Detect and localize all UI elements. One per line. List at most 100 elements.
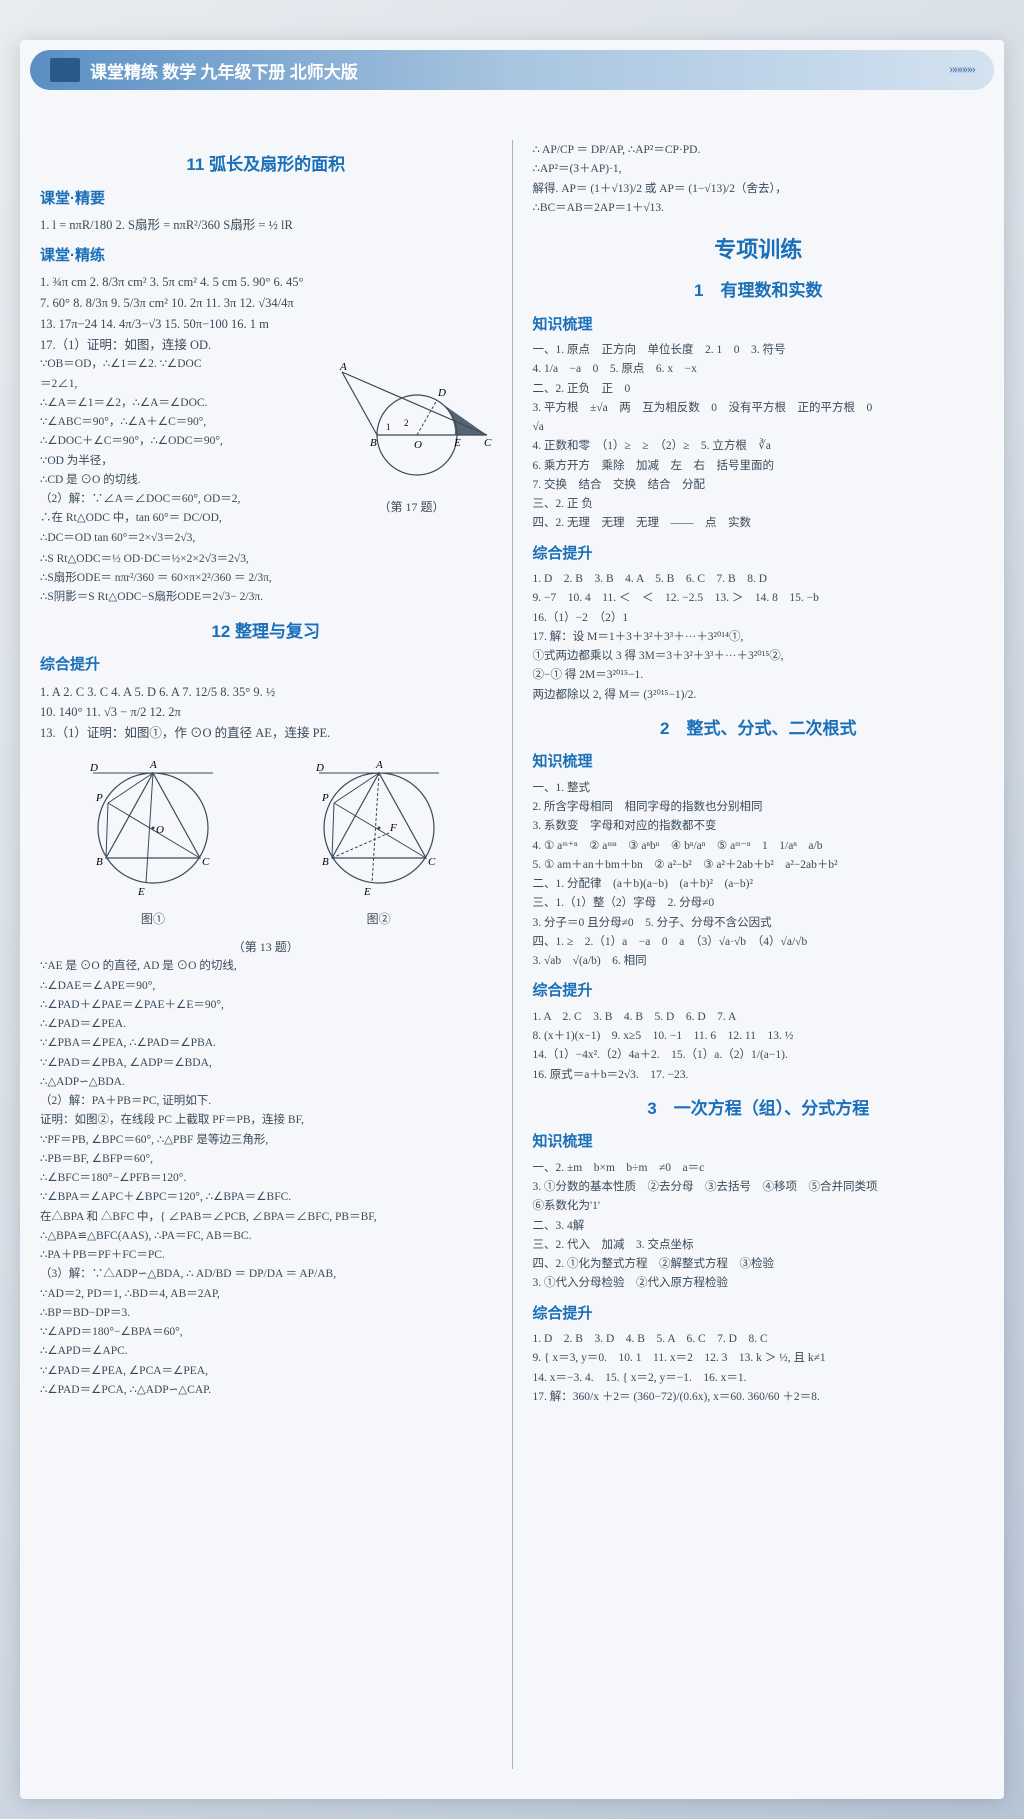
svg-text:B: B (96, 856, 103, 868)
sub-tisheng2: 综合提升 (533, 980, 985, 1003)
answer-line: 9. { x＝3, y＝0. 10. 1 11. x＝2 12. 3 13. k… (533, 1350, 985, 1367)
text-line: ⑥系数化为'1' (533, 1198, 985, 1215)
svg-text:D: D (437, 387, 446, 399)
text-line: √a (533, 419, 985, 436)
answer-line: 1. ¾π cm 2. 8/3π cm² 3. 5π cm² 4. 5 cm 5… (40, 273, 492, 292)
sub-shuli1: 知识梳理 (533, 314, 985, 337)
text-line: 三、2. 代入 加减 3. 交点坐标 (533, 1237, 985, 1254)
svg-text:A: A (339, 361, 347, 373)
answer-line: 1. D 2. B 3. D 4. B 5. A 6. C 7. D 8. C (533, 1331, 985, 1348)
proof-line: 在△BPA 和 △BFC 中，{ ∠PAB＝∠PCB, ∠BPA＝∠BFC, P… (40, 1209, 492, 1226)
proof-line: （3）解：∵△ADP∽△BDA, ∴ AD/BD ＝ DP/DA ＝ AP/AB… (40, 1266, 492, 1283)
text-line: 四、2. ①化为整式方程 ②解整式方程 ③检验 (533, 1256, 985, 1273)
proof-line: ∴BP＝BD−DP＝3. (40, 1305, 492, 1322)
sub-tisheng1: 综合提升 (533, 543, 985, 566)
proof-line: ∵∠APD＝180°−∠BPA＝60°, (40, 1324, 492, 1341)
sub-shuli2: 知识梳理 (533, 751, 985, 774)
zhuanxiang-title: 专项训练 (533, 233, 985, 266)
text-line: 7. 交换 结合 交换 结合 分配 (533, 477, 985, 494)
left-column: 11 弧长及扇形的面积 课堂·精要 1. l = nπR/180 2. S扇形 … (40, 70, 492, 1769)
text-line: 一、1. 原点 正方向 单位长度 2. 1 0 3. 符号 (533, 342, 985, 359)
answer-line: 14. x＝−3. 4. 15. { x＝2, y＝−1. 16. x＝1. (533, 1370, 985, 1387)
svg-text:F: F (389, 822, 397, 834)
svg-text:O: O (414, 439, 422, 451)
svg-text:E: E (137, 886, 145, 898)
topic1-title: 1 有理数和实数 (533, 278, 985, 304)
proof-line: ∴∠PAD＝∠PCA, ∴△ADP∽△CAP. (40, 1382, 492, 1399)
right-column: ∴ AP/CP ＝ DP/AP, ∴AP²＝CP·PD. ∴AP²＝(3＋AP)… (533, 70, 985, 1769)
text-line: 一、1. 整式 (533, 780, 985, 797)
answer-line: 1. A 2. C 3. C 4. A 5. D 6. A 7. 12/5 8.… (40, 683, 492, 702)
proof-line: ∵PF＝PB, ∠BPC＝60°, ∴△PBF 是等边三角形, (40, 1132, 492, 1149)
svg-text:A: A (375, 759, 383, 771)
answer-line: 1. D 2. B 3. B 4. A 5. B 6. C 7. B 8. D (533, 571, 985, 588)
column-divider (512, 140, 513, 1769)
answer-line: 14.（1）−4x².（2）4a＋2. 15.（1）a.（2）1/(a−1). (533, 1047, 985, 1064)
proof-line: ∴∠PAD＝∠PEA. (40, 1016, 492, 1033)
text-line: 3. 平方根 ±√a 两 互为相反数 0 没有平方根 正的平方根 0 (533, 400, 985, 417)
answer-line: ②−① 得 2M＝3²⁰¹⁵−1. (533, 667, 985, 684)
cont-line: ∴AP²＝(3＋AP)·1, (533, 161, 985, 178)
answer-line: 1. A 2. C 3. B 4. B 5. D 6. D 7. A (533, 1009, 985, 1026)
proof-line: ∴DC＝OD tan 60°＝2×√3＝2√3, (40, 530, 492, 547)
answer-line: 7. 60° 8. 8/3π 9. 5/3π cm² 10. 2π 11. 3π… (40, 294, 492, 313)
svg-text:2: 2 (404, 418, 409, 428)
svg-text:A: A (149, 759, 157, 771)
text-line: 二、1. 分配律 (a＋b)(a−b) (a＋b)² (a−b)² (533, 876, 985, 893)
answer-line: 16.（1）−2 （2）1 (533, 610, 985, 627)
fig-mid-caption: （第 13 题） (40, 938, 492, 956)
proof-line: ∵∠PAD＝∠PEA, ∠PCA＝∠PEA, (40, 1363, 492, 1380)
proof-line: ∴∠APD＝∠APC. (40, 1343, 492, 1360)
text-line: 3. ①分数的基本性质 ②去分母 ③去括号 ④移项 ⑤合并同类项 (533, 1179, 985, 1196)
sub-jingyao: 课堂·精要 (40, 188, 492, 211)
text-line: 6. 乘方开方 乘除 加减 左 右 括号里面的 (533, 458, 985, 475)
svg-text:C: C (202, 856, 210, 868)
sub-shuli3: 知识梳理 (533, 1131, 985, 1154)
answer-line: 两边都除以 2, 得 M＝ (3²⁰¹⁵−1)/2. (533, 687, 985, 704)
proof-line: ∵∠BPA＝∠APC＋∠BPC＝120°, ∴∠BPA＝∠BFC. (40, 1189, 492, 1206)
text-line: 4. 正数和零 （1）≥ ≥ （2）≥ 5. 立方根 ∛a (533, 438, 985, 455)
section-12-title: 12 整理与复习 (40, 619, 492, 645)
proof-line: ∴PA＋PB＝PF＋FC＝PC. (40, 1247, 492, 1264)
svg-text:D: D (89, 762, 98, 774)
text-line: 三、1.（1）整（2）字母 2. 分母≠0 (533, 895, 985, 912)
text-line: 3. 分子＝0 且分母≠0 5. 分子、分母不含公因式 (533, 915, 985, 932)
proof-line: ∴△ADP∽△BDA. (40, 1074, 492, 1091)
header-title: 课堂精练 数学 九年级下册 北师大版 (90, 58, 358, 83)
answer-line: 17. 解：设 M＝1＋3＋3²＋3³＋···＋3²⁰¹⁴①, (533, 629, 985, 646)
answer-line: 16. 原式＝a＋b＝2√3. 17. −23. (533, 1067, 985, 1084)
svg-text:B: B (322, 856, 329, 868)
svg-text:E: E (453, 437, 461, 449)
q17-header: 17.（1）证明：如图，连接 OD. (40, 336, 492, 355)
answer-line: 13. 17π−24 14. 4π/3−√3 15. 50π−100 16. 1… (40, 315, 492, 334)
proof-line: ∴∠PAD＋∠PAE＝∠PAE＋∠E＝90°, (40, 997, 492, 1014)
q13-header: 13.（1）证明：如图①，作 ⊙O 的直径 AE，连接 PE. (40, 724, 492, 743)
chevron-decoration: »»»»» (949, 62, 974, 78)
proof-line: ∵AE 是 ⊙O 的直径, AD 是 ⊙O 的切线, (40, 958, 492, 975)
sub-tisheng3: 综合提升 (533, 1303, 985, 1326)
fig2-caption: 图② (304, 910, 454, 928)
text-line: 4. 1/a −a 0 5. 原点 6. x −x (533, 361, 985, 378)
proof-line: ∴S扇形ODE＝ nπr²/360 ＝ 60×π×2²/360 ＝ 2/3π, (40, 570, 492, 587)
cont-line: ∴BC＝AB＝2AP＝1＋√13. (533, 200, 985, 217)
proof-line: ∴S阴影＝S Rt△ODC−S扇形ODE＝2√3− 2/3π. (40, 589, 492, 606)
proof-line: ∴△BPA≌△BFC(AAS), ∴PA＝FC, AB＝BC. (40, 1228, 492, 1245)
answer-line: 8. (x＋1)(x−1) 9. x≥5 10. −1 11. 6 12. 11… (533, 1028, 985, 1045)
proof-line: ∴PB＝BF, ∠BFP＝60°, (40, 1151, 492, 1168)
text-line: 四、1. ≥ 2.（1）a −a 0 a （3）√a·√b （4）√a/√b (533, 934, 985, 951)
proof-line: （2）解：PA＋PB＝PC, 证明如下. (40, 1093, 492, 1110)
svg-text:C: C (484, 437, 492, 449)
svg-text:P: P (95, 792, 103, 804)
book-icon (50, 58, 80, 82)
text-line: 4. ① aᵐ⁺ⁿ ② aᵐⁿ ③ aⁿbⁿ ④ bⁿ/aⁿ ⑤ aᵐ⁻ⁿ 1 … (533, 838, 985, 855)
text-line: 2. 所含字母相同 相同字母的指数也分别相同 (533, 799, 985, 816)
proof-line: ∴S Rt△ODC＝½ OD·DC＝½×2×2√3＝2√3, (40, 551, 492, 568)
cont-line: ∴ AP/CP ＝ DP/AP, ∴AP²＝CP·PD. (533, 142, 985, 159)
figure-q17: A B O D E C 1 2 （第 17 题） (332, 360, 492, 490)
figure-row-q13: A P B C O E D 图① A P (40, 753, 492, 929)
topic3-title: 3 一次方程（组）、分式方程 (533, 1096, 985, 1122)
cont-line: 解得. AP＝ (1＋√13)/2 或 AP＝ (1−√13)/2（舍去）， (533, 181, 985, 198)
text-line: 一、2. ±m b×m b÷m ≠0 a＝c (533, 1160, 985, 1177)
answer-line: 10. 140° 11. √3 − π/2 12. 2π (40, 703, 492, 722)
jingyao-formulas: 1. l = nπR/180 2. S扇形 = nπR²/360 S扇形 = ½… (40, 216, 492, 235)
